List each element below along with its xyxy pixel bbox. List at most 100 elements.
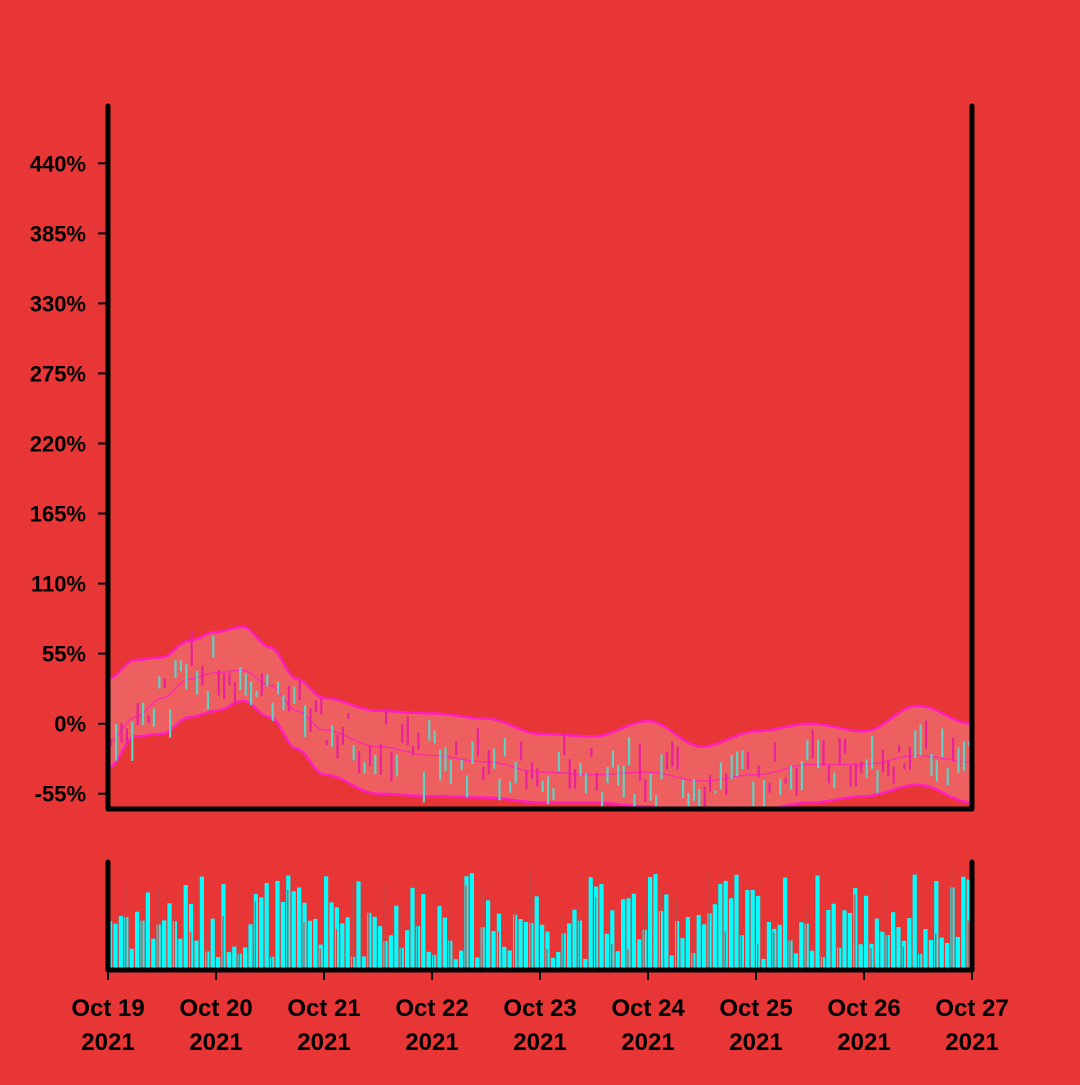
volume-bar-85 [567, 923, 572, 970]
volume-bar-23 [232, 946, 237, 970]
y-tick-label-4: 165% [30, 502, 86, 527]
volume-bar-146 [896, 927, 901, 970]
volume-bar-8 [151, 938, 156, 970]
volume-bar-4 [129, 948, 134, 970]
volume-bar-70 [486, 900, 491, 970]
x-tick-year-5: 2021 [621, 1029, 674, 1056]
x-tick-label-5: Oct 24 [611, 995, 685, 1022]
volume-bar-119 [750, 889, 755, 970]
x-tick-year-8: 2021 [945, 1029, 998, 1056]
volume-bar-151 [923, 929, 928, 970]
volume-bar-19 [210, 918, 215, 970]
band-upper-line [108, 625, 972, 748]
volume-bar-95 [621, 899, 626, 970]
volume-bar-52 [388, 935, 394, 970]
volume-bar-82 [550, 957, 556, 970]
volume-bar-65 [459, 950, 464, 970]
volume-bar-134 [831, 903, 836, 970]
volume-bar-28 [259, 897, 264, 970]
volume-bar-22 [226, 952, 232, 970]
volume-bar-53 [394, 905, 399, 970]
volume-bar-35 [297, 887, 302, 970]
volume-bar-89 [588, 877, 593, 970]
volume-bar-2 [118, 916, 124, 970]
volume-bar-7 [145, 892, 151, 970]
volume-bar-32 [280, 902, 286, 970]
x-tick-year-0: 2021 [81, 1029, 134, 1056]
volume-bar-80 [540, 924, 545, 970]
y-tick-label-2: 55% [42, 642, 86, 667]
x-tick-label-8: Oct 27 [935, 995, 1008, 1022]
y-tick-label-3: 110% [31, 572, 86, 597]
volume-bar-113 [718, 883, 723, 970]
volume-bar-1 [113, 923, 118, 970]
y-tick-label-0: -55% [35, 782, 86, 807]
volume-bar-74 [507, 950, 512, 970]
volume-bar-92 [604, 933, 610, 970]
y-tick-label-1: 0% [54, 712, 86, 737]
volume-bar-104 [669, 955, 674, 970]
volume-bar-61 [437, 906, 442, 970]
x-tick-label-4: Oct 23 [503, 995, 576, 1022]
volume-bar-83 [556, 952, 561, 970]
volume-bar-149 [912, 874, 917, 970]
volume-bar-106 [680, 938, 685, 970]
volume-bar-109 [696, 915, 701, 970]
x-tick-year-6: 2021 [729, 1029, 782, 1056]
volume-bar-133 [826, 910, 831, 970]
x-tick-year-1: 2021 [189, 1029, 242, 1056]
volume-bar-17 [199, 876, 205, 970]
volume-bar-43 [340, 923, 345, 970]
volume-bar-59 [426, 951, 431, 970]
volume-bar-29 [264, 883, 269, 970]
x-tick-label-7: Oct 26 [827, 995, 900, 1022]
y-tick-label-5: 220% [30, 432, 86, 457]
volume-bar-140 [864, 895, 869, 970]
volume-bar-13 [178, 938, 183, 970]
volume-bar-10 [162, 920, 167, 970]
volume-bar-154 [939, 937, 944, 970]
volume-bar-122 [766, 922, 772, 970]
volume-bar-25 [243, 947, 248, 970]
volume-bar-127 [793, 953, 799, 970]
volume-bar-110 [702, 924, 707, 970]
y-tick-label-9: 440% [30, 151, 86, 176]
volume-bar-16 [194, 940, 199, 970]
volume-bar-26 [248, 924, 253, 970]
volume-bar-38 [313, 918, 318, 970]
volume-bar-73 [502, 946, 507, 970]
volume-bar-115 [729, 898, 734, 970]
volume-bar-121 [761, 958, 766, 970]
volume-bar-124 [777, 924, 782, 970]
volume-bar-68 [475, 957, 480, 970]
volume-bar-71 [491, 931, 496, 970]
volume-bar-125 [783, 877, 788, 970]
volume-bar-142 [874, 918, 880, 970]
volume-bar-131 [815, 875, 820, 970]
y-tick-label-6: 275% [30, 361, 86, 386]
x-tick-label-6: Oct 25 [719, 995, 792, 1022]
x-tick-year-2: 2021 [297, 1029, 350, 1056]
volume-bar-41 [329, 902, 334, 970]
band-fill [108, 626, 972, 809]
volume-bar-94 [615, 951, 620, 970]
x-tick-label-0: Oct 19 [71, 995, 144, 1022]
volume-bar-155 [945, 943, 950, 970]
volume-bar-137 [847, 912, 853, 970]
volume-bar-96 [626, 898, 631, 970]
volume-bar-152 [928, 939, 934, 970]
volume-bar-34 [291, 891, 296, 970]
volume-bar-145 [891, 912, 896, 970]
volume-bar-37 [307, 920, 313, 970]
volume-bar-40 [324, 876, 329, 970]
volume-bar-58 [421, 894, 426, 970]
volume-bar-64 [453, 959, 458, 970]
volume-bar-47 [361, 956, 367, 970]
volume-bar-55 [405, 930, 410, 970]
volume-bar-49 [372, 916, 377, 970]
volume-bar-139 [858, 944, 863, 970]
volume-bar-44 [345, 917, 350, 970]
volume-bar-50 [378, 926, 383, 970]
